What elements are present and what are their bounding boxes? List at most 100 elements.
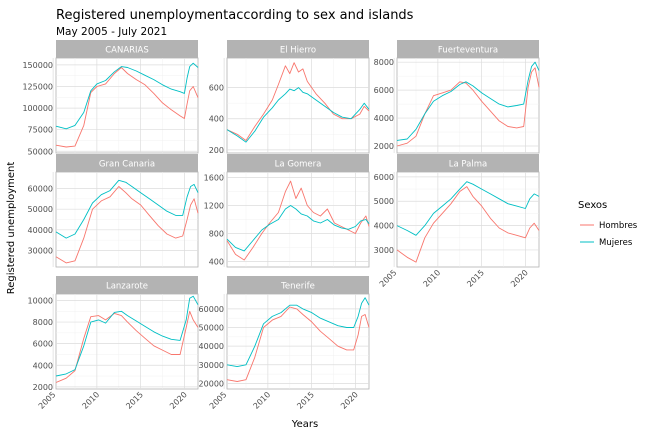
series-line-hombres [226, 306, 370, 382]
y-tick-label: 1600 [204, 174, 224, 183]
y-axis-title: Registered unemployment [6, 162, 17, 295]
panel-background [55, 293, 199, 390]
series-line-hombres [226, 180, 370, 261]
x-tick-label: 2010 [81, 390, 102, 411]
series-line-hombres [226, 62, 370, 141]
x-tick-label: 2020 [339, 390, 360, 411]
chart-title: Registered unemploymentaccording to sex … [56, 8, 414, 23]
series-line-mujeres [226, 87, 370, 143]
y-tick-label: 125000 [22, 83, 53, 92]
y-tick-label: 3000 [374, 246, 394, 255]
x-tick-label: 2010 [252, 390, 273, 411]
y-tick-label: 400 [209, 257, 224, 266]
panel-strip-label: La Gomera [275, 160, 322, 170]
series-line-hombres [55, 310, 199, 383]
series-line-hombres [396, 67, 540, 147]
x-tick-label: 2015 [295, 390, 316, 411]
series-line-hombres [396, 186, 540, 263]
y-tick-label: 8000 [374, 58, 394, 67]
panel-strip [227, 276, 369, 294]
panel-la-palma: La Palma 3000 4000 5000 6000 2005 2010 2015 2020 [374, 154, 540, 289]
panel-el-hierro: El Hierro 200 400 600 [209, 40, 370, 155]
series-line-mujeres [396, 181, 540, 236]
panel-strip [56, 154, 198, 172]
y-tick-label: 1200 [204, 202, 224, 211]
facet-panels: CANARIAS 50000 75000 100000 125000 150000 El H… [22, 40, 540, 411]
y-tick-label: 6000 [374, 173, 394, 182]
panel-strip [56, 40, 198, 58]
y-tick-label: 2000 [374, 142, 394, 151]
series-line-mujeres [55, 295, 199, 377]
y-tick-label: 100000 [22, 104, 53, 113]
panel-la-gomera: La Gomera 400 800 1200 1600 [204, 154, 370, 268]
y-tick-label: 6000 [374, 86, 394, 95]
y-tick-label: 200 [209, 146, 224, 155]
panel-canarias: CANARIAS 50000 75000 100000 125000 150000 [22, 40, 199, 156]
y-tick-label: 50000 [199, 324, 224, 333]
x-tick-label: 2005 [37, 390, 58, 411]
panel-background [226, 57, 370, 154]
y-tick-label: 2000 [33, 383, 53, 392]
panel-background [55, 57, 199, 154]
x-tick-label: 2005 [208, 390, 229, 411]
series-line-mujeres [226, 297, 370, 368]
x-tick-label: 2015 [465, 268, 486, 289]
x-axis-title: Years [291, 419, 318, 430]
series-line-mujeres [55, 62, 199, 130]
y-tick-label: 30000 [199, 361, 224, 370]
panel-lanzarote: Lanzarote 2000 4000 6000 8000 10000 2005 2010 20… [28, 276, 199, 411]
y-tick-label: 800 [209, 229, 224, 238]
panel-strip [397, 154, 539, 172]
y-tick-label: 4000 [33, 361, 53, 370]
series-line-hombres [55, 67, 199, 148]
panel-strip-label: Gran Canaria [99, 160, 155, 170]
y-tick-label: 20000 [199, 379, 224, 388]
legend: Sexos Hombres Mujeres [578, 200, 638, 248]
legend-label-mujeres: Mujeres [599, 238, 633, 248]
panel-strip [397, 40, 539, 58]
panel-strip [227, 40, 369, 58]
y-tick-label: 600 [209, 84, 224, 93]
legend-title: Sexos [578, 200, 607, 211]
series-line-hombres [55, 186, 199, 264]
series-line-mujeres [396, 61, 540, 141]
panel-tenerife: Tenerife 20000 30000 40000 50000 60000 2005 201… [199, 276, 370, 411]
x-tick-label: 2020 [509, 268, 530, 289]
y-tick-label: 40000 [28, 226, 53, 235]
y-tick-label: 6000 [33, 340, 53, 349]
panel-strip-label: La Palma [449, 160, 487, 170]
panel-strip-label: El Hierro [280, 46, 316, 56]
x-tick-label: 2005 [378, 268, 399, 289]
panel-strip-label: Lanzarote [106, 282, 148, 292]
y-tick-label: 50000 [28, 147, 53, 156]
y-tick-label: 4000 [374, 222, 394, 231]
panel-strip-label: CANARIAS [105, 46, 149, 56]
y-tick-label: 8000 [33, 318, 53, 327]
y-tick-label: 150000 [22, 61, 53, 70]
series-line-mujeres [55, 179, 199, 239]
x-tick-label: 2015 [124, 390, 145, 411]
x-tick-label: 2020 [168, 390, 189, 411]
x-tick-label: 2010 [422, 268, 443, 289]
chart-subtitle: May 2005 - July 2021 [56, 26, 167, 38]
panel-strip [56, 276, 198, 294]
y-tick-label: 75000 [28, 126, 53, 135]
y-tick-label: 4000 [374, 114, 394, 123]
y-tick-label: 60000 [28, 185, 53, 194]
y-tick-label: 400 [209, 115, 224, 124]
panel-strip-label: Fuerteventura [438, 46, 498, 56]
y-tick-label: 5000 [374, 197, 394, 206]
y-tick-label: 10000 [28, 296, 53, 305]
panel-strip [227, 154, 369, 172]
panel-background [396, 171, 540, 268]
series-line-mujeres [226, 205, 370, 252]
panel-fuerteventura: Fuerteventura 2000 4000 6000 8000 [374, 40, 540, 154]
panel-strip-label: Tenerife [280, 282, 315, 292]
y-tick-label: 60000 [199, 305, 224, 314]
legend-label-hombres: Hombres [599, 221, 638, 231]
y-tick-label: 40000 [199, 342, 224, 351]
panel-gran-canaria: Gran Canaria 30000 40000 50000 60000 [28, 154, 199, 268]
y-tick-label: 30000 [28, 246, 53, 255]
y-tick-label: 50000 [28, 205, 53, 214]
